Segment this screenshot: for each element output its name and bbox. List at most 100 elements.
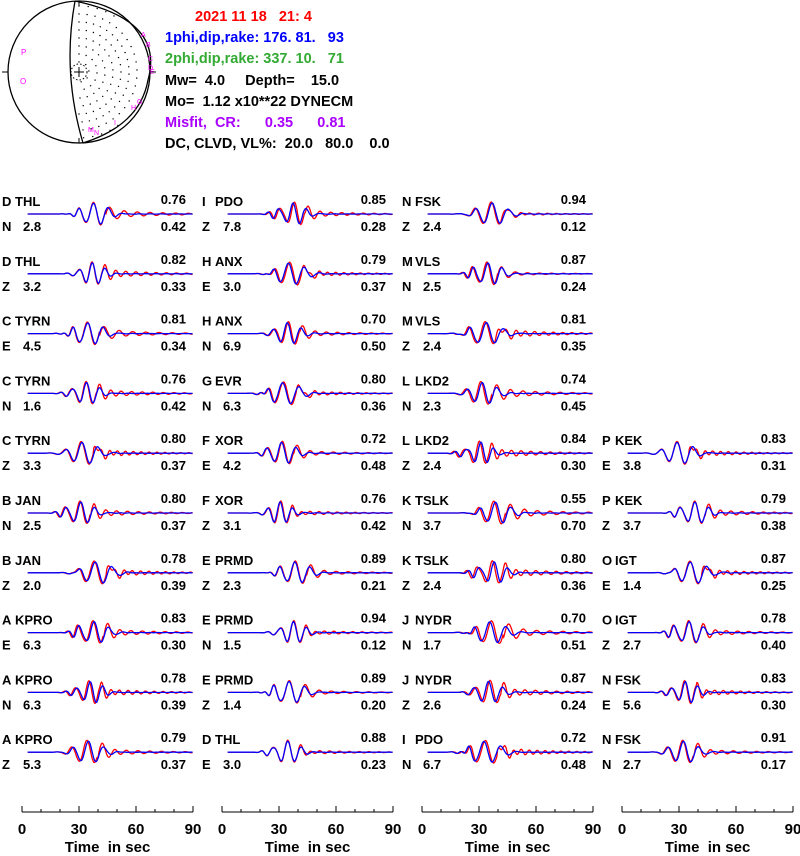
correlation: 0.72	[561, 730, 586, 745]
time-axis: 0 30 60 90 Time in sec	[418, 806, 601, 856]
dot	[85, 46, 87, 48]
station-name: NYDR	[415, 672, 452, 687]
dot	[99, 34, 101, 37]
waveform-panel-lkd2-z: L LKD2 Z 2.4 0.84 0.30	[402, 431, 593, 473]
amplitude: 6.3	[23, 638, 41, 653]
dot	[99, 26, 102, 28]
dot	[102, 115, 104, 117]
station-id: N	[402, 194, 411, 209]
synthetic-trace	[27, 322, 193, 345]
dot	[92, 49, 94, 51]
waveform-panel-kpro-z: A KPRO Z 5.3 0.79 0.37	[2, 730, 193, 772]
variance-reduction: 0.36	[561, 578, 586, 593]
dot	[130, 45, 132, 48]
station-name: PRMD	[215, 613, 253, 628]
dot	[135, 61, 137, 63]
station-id: A	[2, 732, 12, 747]
waveform-panel-tyrn-e: C TYRN E 4.5 0.81 0.34	[2, 312, 193, 354]
plane2-params: 2phi,dip,rake: 337. 10. 71	[165, 51, 344, 67]
station-name: TYRN	[15, 314, 50, 329]
synthetic-trace	[227, 322, 393, 344]
dot	[106, 29, 108, 32]
station-id: B	[2, 493, 11, 508]
waveform-panel-kpro-n: A KPRO N 6.3 0.78 0.39	[2, 670, 193, 712]
station-id: M	[402, 254, 413, 269]
variance-reduction: 0.45	[561, 398, 586, 413]
tick-label: 30	[71, 821, 88, 838]
correlation: 0.80	[561, 551, 586, 566]
station-id: H	[202, 314, 211, 329]
dot	[89, 103, 92, 105]
tick-label: 0	[18, 821, 26, 838]
waveform-panel-jan-n: B JAN N 2.5 0.80 0.37	[2, 491, 193, 533]
amplitude: 7.8	[223, 219, 241, 234]
station-name: THL	[15, 254, 40, 269]
component: E	[2, 638, 11, 653]
waveform-panel-fsk-z: N FSK Z 2.4 0.94 0.12	[402, 192, 593, 234]
synthetic-trace	[427, 381, 593, 404]
dot	[117, 85, 120, 88]
dot	[78, 29, 80, 31]
variance-reduction: 0.40	[761, 638, 786, 653]
correlation: 0.72	[361, 431, 386, 446]
station-id: E	[202, 553, 211, 568]
waveform-panel-igt-z: O IGT Z 2.7 0.78 0.40	[602, 611, 793, 653]
dot	[86, 96, 88, 98]
station-name: JAN	[15, 553, 41, 568]
correlation: 0.94	[561, 192, 587, 207]
correlation: 0.89	[361, 551, 386, 566]
correlation: 0.79	[761, 491, 786, 506]
dot	[85, 21, 88, 24]
correlation: 0.78	[161, 670, 186, 685]
dot	[92, 31, 95, 34]
station-name: XOR	[215, 433, 244, 448]
variance-reduction: 0.17	[761, 757, 786, 772]
dot	[78, 113, 80, 115]
dot	[112, 118, 114, 120]
component: N	[2, 398, 11, 413]
waveform-panel-fsk-e: N FSK E 5.6 0.83 0.30	[602, 670, 793, 712]
dot	[114, 92, 117, 94]
component: N	[402, 518, 411, 533]
dot	[115, 26, 118, 29]
waveform-panel-kpro-e: A KPRO E 6.3 0.83 0.30	[2, 611, 193, 653]
amplitude: 1.4	[623, 578, 642, 593]
dot	[119, 78, 122, 81]
waveform-panel-pdo-n: I PDO N 6.7 0.72 0.48	[402, 730, 593, 772]
tick-label: 0	[218, 821, 226, 838]
synthetic-trace	[227, 680, 393, 703]
component: N	[2, 697, 11, 712]
correlation: 0.88	[361, 730, 386, 745]
dot	[98, 87, 100, 90]
station-id: O	[602, 553, 612, 568]
dot	[114, 50, 117, 52]
station-id: I	[402, 732, 406, 747]
correlation: 0.91	[761, 730, 786, 745]
tick-label: 60	[128, 821, 145, 838]
station-id: D	[2, 194, 11, 209]
station-name: IGT	[615, 553, 637, 568]
station-id: F	[202, 493, 210, 508]
dot	[106, 90, 109, 92]
station-name: ANX	[215, 314, 243, 329]
dot	[95, 118, 98, 120]
component: Z	[402, 219, 410, 234]
component: Z	[202, 219, 210, 234]
dot	[110, 44, 112, 46]
amplitude: 6.3	[23, 697, 41, 712]
component: N	[402, 638, 411, 653]
amplitude: 3.2	[23, 279, 41, 294]
station-name: LKD2	[415, 433, 449, 448]
amplitude: 1.4	[223, 697, 242, 712]
synthetic-trace	[427, 561, 593, 583]
waveform-panel-xor-z: F XOR Z 3.1 0.76 0.42	[202, 491, 393, 533]
dot	[111, 34, 114, 36]
component: E	[602, 578, 611, 593]
station-name: KPRO	[15, 613, 53, 628]
amplitude: 2.4	[423, 578, 442, 593]
component: Z	[602, 518, 610, 533]
dot	[133, 53, 135, 55]
dot	[125, 87, 127, 90]
component: Z	[402, 697, 410, 712]
station-mark: H	[131, 105, 136, 112]
